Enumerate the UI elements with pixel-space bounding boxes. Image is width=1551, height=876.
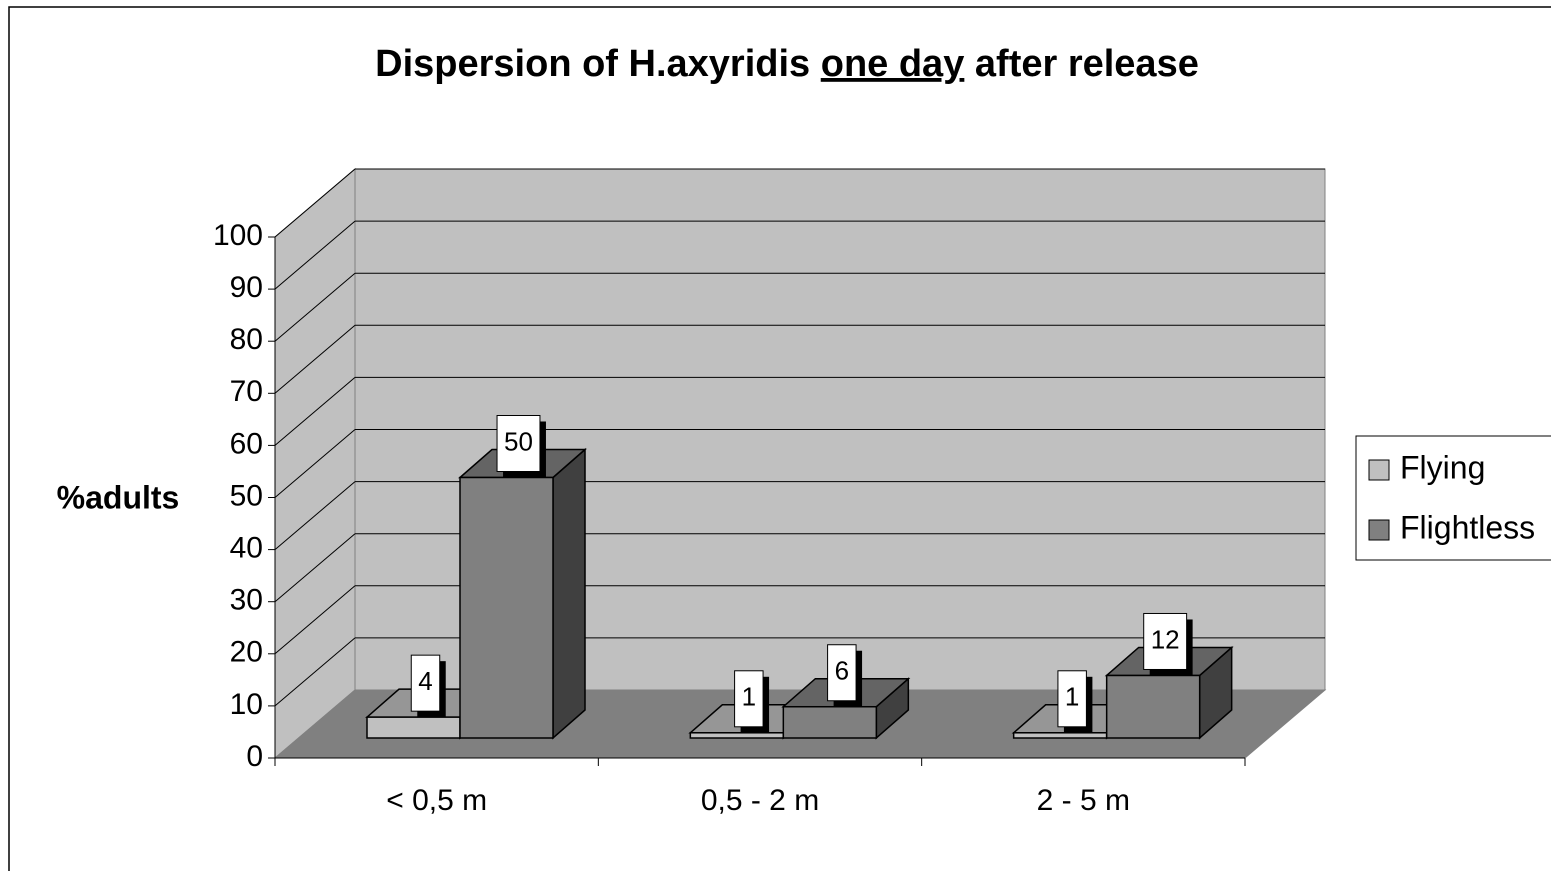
y-tick-label: 90 (230, 271, 263, 304)
label-box (410, 654, 441, 712)
grid-line (274, 377, 356, 446)
label-box (1143, 612, 1188, 670)
bar (782, 705, 878, 739)
y-tick-label: 30 (230, 584, 263, 617)
y-tick-label: 20 (230, 636, 263, 669)
x-tick-label: 0,5 - 2 m (701, 784, 819, 817)
label-box (734, 670, 764, 728)
label-box (496, 415, 541, 472)
grid-line (274, 585, 356, 655)
chart-title: Dispersion of H.axyridis one day after r… (375, 43, 1199, 85)
y-tick-label: 0 (246, 740, 263, 773)
grid-line (274, 637, 356, 707)
label-box (1057, 670, 1087, 728)
y-tick-label: 70 (230, 375, 263, 408)
y-tick-label: 80 (230, 323, 263, 356)
data-label: 1 (1065, 682, 1079, 712)
grid-line (274, 533, 356, 603)
y-axis-label: %adults (57, 479, 180, 515)
grid-line (274, 429, 356, 498)
bar (459, 476, 554, 739)
grid-line (274, 272, 356, 342)
bar (1012, 732, 1108, 739)
legend-swatch (1368, 519, 1390, 541)
data-label: 6 (835, 656, 849, 686)
bar (1105, 674, 1201, 739)
data-label: 4 (418, 666, 432, 696)
grid-line (274, 168, 356, 238)
bar-side (552, 447, 586, 740)
y-tick-label: 10 (230, 688, 263, 721)
y-tick-label: 50 (230, 479, 263, 512)
x-tick-label: < 0,5 m (386, 784, 487, 817)
data-label: 1 (742, 682, 756, 712)
legend-label: Flightless (1400, 509, 1535, 545)
legend-swatch (1368, 459, 1390, 481)
label-box (827, 644, 857, 702)
bar (366, 716, 461, 739)
x-tick-label: 2 - 5 m (1037, 784, 1130, 817)
y-tick-label: 40 (230, 532, 263, 565)
y-tick-label: 60 (230, 427, 263, 460)
grid-line (274, 220, 356, 290)
bar (689, 732, 785, 739)
legend-label: Flying (1400, 449, 1485, 485)
grid-line (274, 324, 356, 394)
y-tick-label: 100 (213, 219, 263, 252)
title-part: one day (821, 43, 965, 85)
data-label: 50 (504, 426, 533, 456)
data-label: 12 (1151, 624, 1180, 654)
grid-line (274, 481, 356, 550)
title-part: Dispersion of H.axyridis (375, 43, 821, 85)
title-part: after release (964, 43, 1199, 85)
